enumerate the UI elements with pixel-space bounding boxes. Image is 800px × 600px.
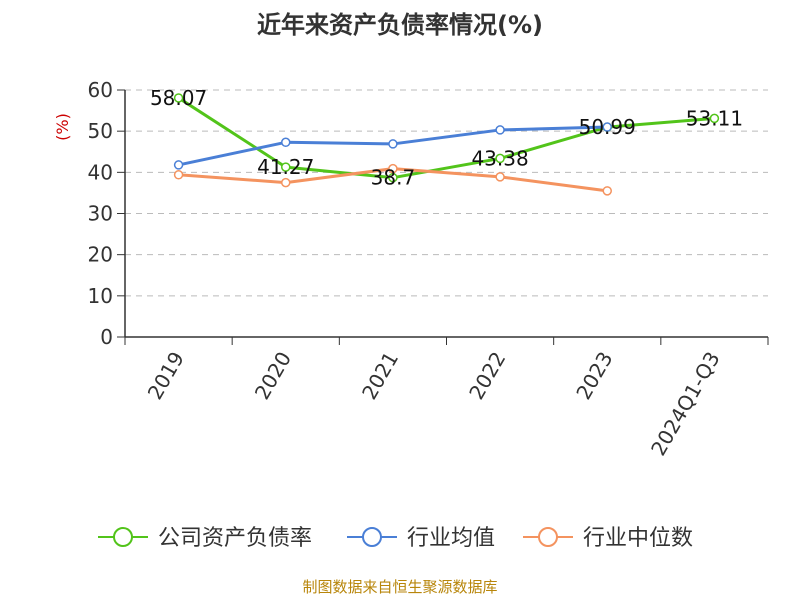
data-point xyxy=(602,186,612,196)
legend-item[interactable]: 行业中位数 xyxy=(523,526,693,551)
data-labels: 58.07 41.27 38.7 43.38 50.99 53.11 xyxy=(150,86,743,190)
data-point xyxy=(281,162,291,172)
legend-item[interactable]: 行业均值 xyxy=(347,526,495,551)
y-tick-label: 60 xyxy=(88,78,113,102)
y-axis-unit: (%) xyxy=(53,113,72,141)
data-point xyxy=(495,172,505,182)
data-point xyxy=(602,122,612,132)
data-point xyxy=(281,137,291,148)
legend[interactable]: 公司资产负债率 行业均值 行业中位数 xyxy=(98,526,693,551)
data-label: 53.11 xyxy=(686,106,743,130)
data-point xyxy=(709,113,720,124)
data-label: 41.27 xyxy=(257,155,314,179)
x-axis-ticks: 2019 2020 2021 2022 2023 2024Q1-Q3 xyxy=(124,337,769,460)
series-1 xyxy=(173,122,612,170)
data-point xyxy=(388,163,398,174)
y-tick-label: 20 xyxy=(88,243,113,267)
x-tick-label: 2024Q1-Q3 xyxy=(646,348,725,460)
x-tick-label: 2019 xyxy=(143,348,189,404)
data-point xyxy=(495,153,505,164)
x-tick-label: 2023 xyxy=(571,348,617,404)
chart-title: 近年来资产负债率情况(%) xyxy=(257,11,543,39)
y-tick-label: 10 xyxy=(88,284,113,308)
data-point xyxy=(281,177,291,188)
source-note: 制图数据来自恒生聚源数据库 xyxy=(302,578,497,596)
legend-marker xyxy=(362,527,382,547)
series-line xyxy=(177,96,715,180)
x-tick-label: 2021 xyxy=(357,348,403,404)
series-0 xyxy=(173,93,720,183)
data-point xyxy=(173,160,184,170)
y-tick-label: 50 xyxy=(88,119,113,143)
y-tick-label: 0 xyxy=(100,325,113,349)
data-label: 58.07 xyxy=(150,86,207,110)
legend-marker xyxy=(113,527,133,547)
legend-marker xyxy=(538,527,558,547)
data-point xyxy=(173,93,184,103)
data-label: 38.7 xyxy=(371,166,416,190)
data-label: 43.38 xyxy=(471,146,528,170)
series-group xyxy=(173,93,720,196)
legend-label: 行业中位数 xyxy=(583,526,693,551)
y-tick-label: 40 xyxy=(88,160,113,184)
legend-label: 公司资产负债率 xyxy=(158,526,312,551)
legend-label: 行业均值 xyxy=(407,526,495,551)
data-label: 50.99 xyxy=(579,115,636,139)
y-tick-label: 30 xyxy=(88,202,113,226)
x-tick-label: 2022 xyxy=(464,348,510,404)
series-2 xyxy=(173,163,612,196)
data-point xyxy=(173,170,184,180)
data-point xyxy=(388,139,398,149)
y-axis-ticks: 0 10 20 30 40 50 60 xyxy=(88,78,125,349)
legend-item[interactable]: 公司资产负债率 xyxy=(98,526,312,551)
x-tick-label: 2020 xyxy=(250,348,296,404)
data-point xyxy=(388,172,398,183)
data-point xyxy=(495,125,505,135)
